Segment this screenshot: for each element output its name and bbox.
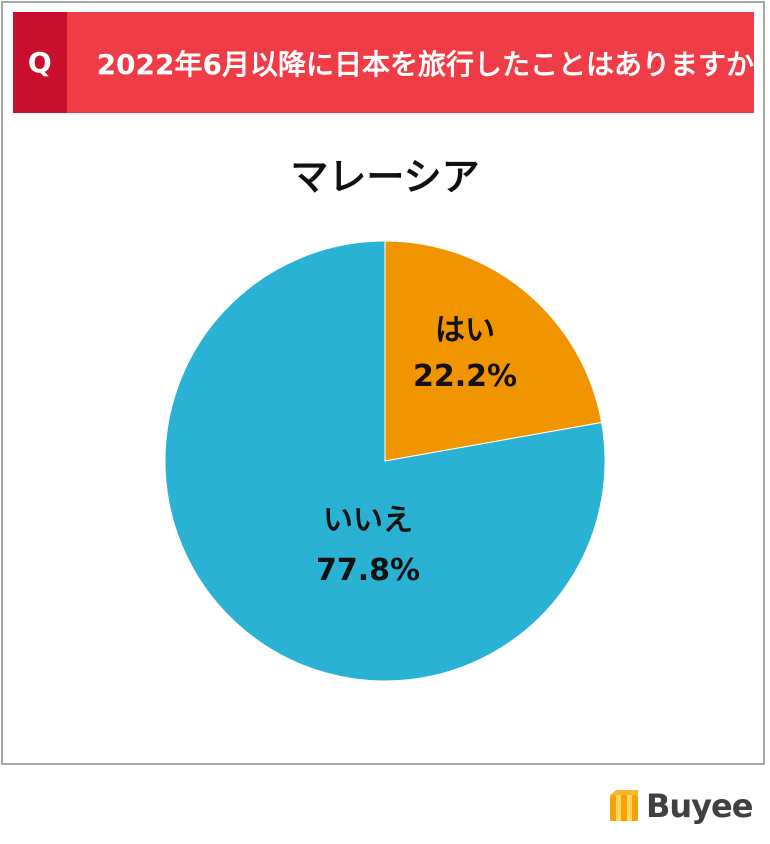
brand-logo: Buyee xyxy=(608,786,753,826)
slice-value-2: 77.8% xyxy=(316,553,420,588)
chart-title: マレーシア xyxy=(290,155,480,199)
box-logo-icon xyxy=(610,790,638,821)
question-bar: Q 2022年6月以降に日本を旅行したことはありますか xyxy=(13,12,754,113)
question-text: 2022年6月以降に日本を旅行したことはありますか xyxy=(66,12,754,113)
slice-label-1: はい xyxy=(435,313,495,348)
slice-value-1: 22.2% xyxy=(413,359,517,394)
pie-slice-1 xyxy=(384,240,603,462)
brand-name: Buyee xyxy=(646,787,753,825)
slice-label-2: いいえ xyxy=(323,503,413,538)
pie-slice-2 xyxy=(164,240,606,682)
question-badge: Q xyxy=(13,12,67,113)
